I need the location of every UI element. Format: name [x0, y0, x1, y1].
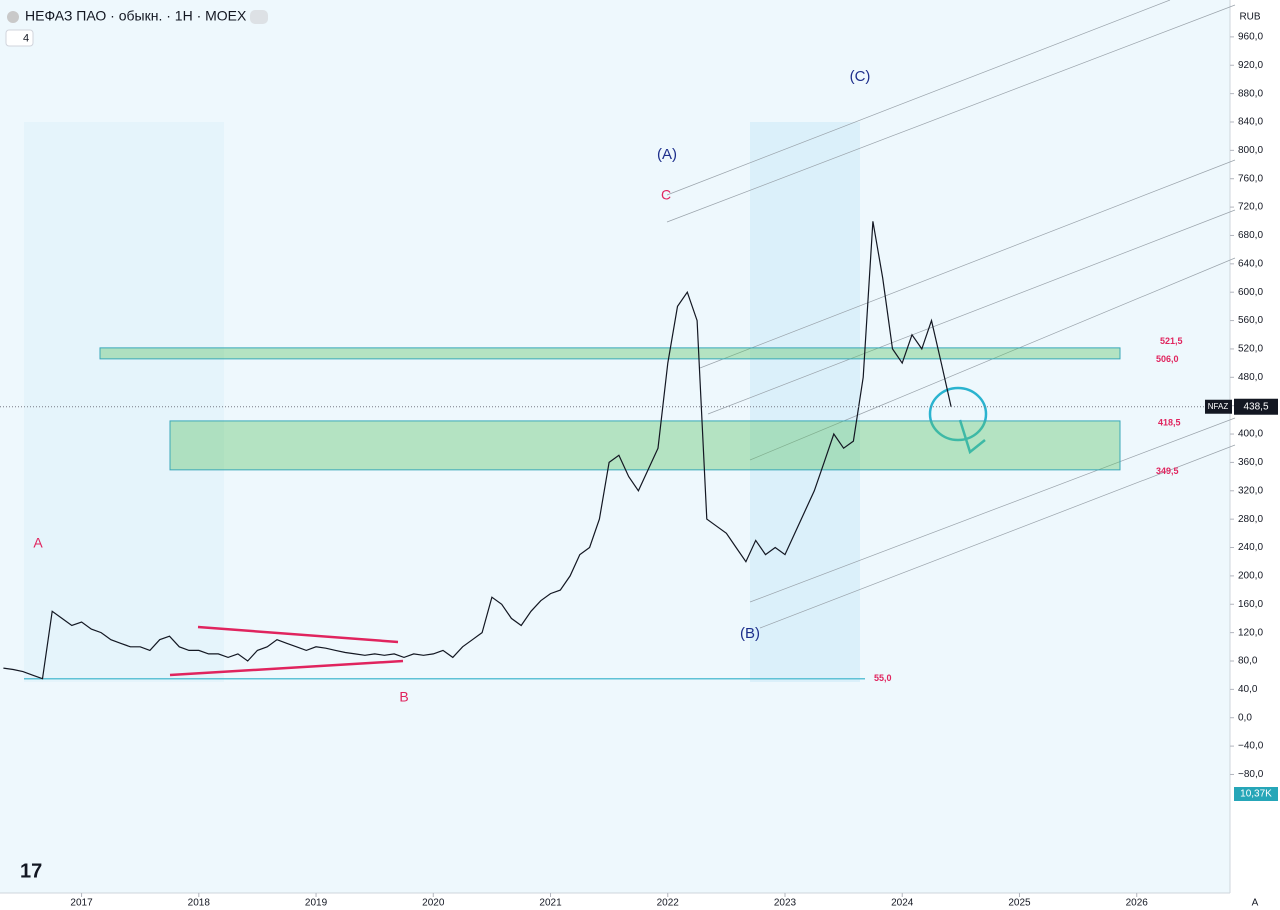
wave-label: A — [33, 535, 43, 551]
y-tick-label: 920,0 — [1238, 60, 1263, 71]
x-tick-label: 2024 — [891, 898, 914, 909]
drawing-circle — [928, 386, 988, 442]
drawing-arrow — [958, 419, 986, 455]
y-tick-label: 560,0 — [1238, 315, 1263, 326]
y-tick-label: 720,0 — [1238, 202, 1263, 213]
y-tick-label: 320,0 — [1238, 485, 1263, 496]
x-tick-label: 2021 — [539, 898, 562, 909]
x-tick-label: 2019 — [305, 898, 328, 909]
y-tick-label: 160,0 — [1238, 599, 1263, 610]
settings-button[interactable] — [250, 10, 268, 24]
y-tick-label: 600,0 — [1238, 287, 1263, 298]
x-tick-label: 2017 — [70, 898, 93, 909]
auto-scale[interactable]: A — [1252, 898, 1259, 909]
indicator-count: 4 — [23, 32, 29, 44]
ticker-tag — [1205, 399, 1232, 414]
volume-profile-area — [24, 122, 224, 682]
price-axis — [1230, 0, 1280, 910]
wave-label: C — [661, 187, 671, 203]
y-tick-label: 40,0 — [1238, 684, 1258, 695]
y-tick-label: 0,0 — [1238, 712, 1252, 723]
wave-label: (A) — [657, 146, 677, 163]
level-label: 349,5 — [1156, 466, 1179, 476]
y-tick-label: −40,0 — [1238, 741, 1264, 752]
y-tick-label: −80,0 — [1238, 769, 1264, 780]
y-tick-label: 640,0 — [1238, 258, 1263, 269]
y-tick-label: 200,0 — [1238, 571, 1263, 582]
x-tick-label: 2022 — [657, 898, 680, 909]
x-tick-label: 2018 — [188, 898, 211, 909]
y-tick-label: 760,0 — [1238, 173, 1263, 184]
y-tick-label: 840,0 — [1238, 117, 1263, 128]
triangle-line — [197, 625, 399, 644]
currency: RUB — [1239, 12, 1260, 23]
y-tick-label: 520,0 — [1238, 344, 1263, 355]
tv-logo: 17 — [20, 860, 42, 882]
y-tick-label: 800,0 — [1238, 145, 1263, 156]
y-tick-label: 400,0 — [1238, 429, 1263, 440]
indicators-toggle[interactable] — [5, 29, 34, 47]
x-tick-label: 2025 — [1008, 898, 1031, 909]
y-tick-label: 360,0 — [1238, 457, 1263, 468]
triangle-line — [169, 659, 404, 677]
wave-label: (C) — [850, 68, 871, 85]
level-label: 506,0 — [1156, 354, 1179, 364]
zone — [169, 420, 1121, 471]
volume-tag — [1234, 787, 1278, 801]
y-tick-label: 960,0 — [1238, 32, 1263, 43]
x-tick-label: 2026 — [1126, 898, 1149, 909]
y-tick-label: 240,0 — [1238, 542, 1263, 553]
volume-label: 10,37K — [1240, 789, 1272, 800]
chart-title: НЕФАЗ ПАО · обыкн. · 1H · MOEX — [25, 8, 247, 24]
x-tick-label: 2023 — [774, 898, 797, 909]
y-tick-label: 80,0 — [1238, 656, 1258, 667]
price-line — [3, 221, 952, 680]
symbol-icon — [7, 11, 19, 23]
ticker: NFAZ — [1208, 402, 1229, 411]
wave-label: (B) — [740, 625, 760, 642]
wave-label: B — [399, 689, 408, 705]
level-label: 55,0 — [874, 673, 892, 683]
y-tick-label: 680,0 — [1238, 230, 1263, 241]
price-tag — [1234, 398, 1278, 415]
last-price: 438,5 — [1243, 401, 1268, 412]
zone — [99, 347, 1121, 360]
y-tick-label: 480,0 — [1238, 372, 1263, 383]
level-label: 418,5 — [1158, 417, 1181, 427]
y-tick-label: 880,0 — [1238, 88, 1263, 99]
y-tick-label: 120,0 — [1238, 627, 1263, 638]
x-tick-label: 2020 — [422, 898, 445, 909]
y-tick-label: 280,0 — [1238, 514, 1263, 525]
volume-profile-area — [750, 122, 860, 682]
level-label: 521,5 — [1160, 336, 1183, 346]
